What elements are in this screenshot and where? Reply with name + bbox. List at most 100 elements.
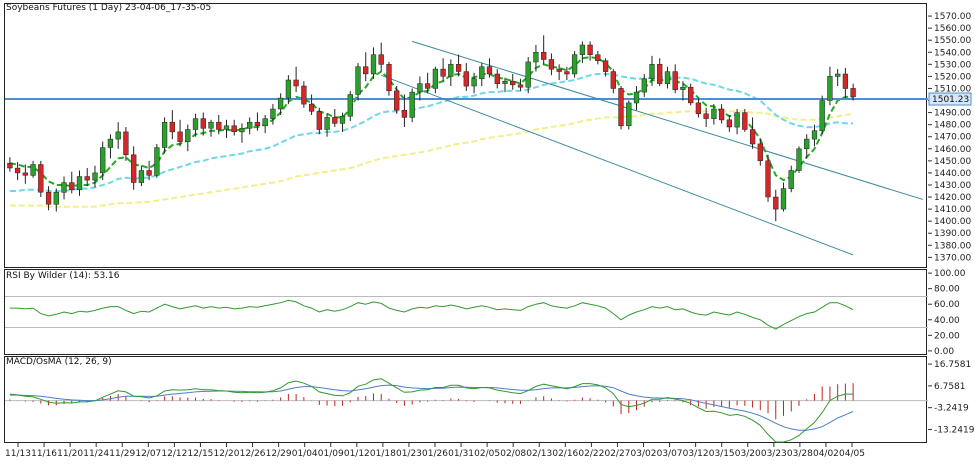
candle-body (192, 118, 199, 130)
candle-body (185, 129, 191, 142)
candle-body (216, 121, 222, 130)
candle-body (45, 191, 52, 205)
candle-body (463, 71, 469, 87)
candle-body (308, 103, 315, 112)
date-tick-label: 04/02 (813, 449, 839, 459)
price-tick-label: 1560.00 (934, 24, 971, 34)
date-tick-label: 01/04 (292, 449, 318, 459)
candle-body (633, 91, 640, 104)
candle-body (200, 118, 206, 129)
candle-body (533, 52, 539, 63)
candle-body (780, 188, 787, 210)
candle-body (30, 164, 36, 176)
candle-body (541, 52, 547, 60)
candle-body (53, 191, 59, 205)
date-tick-label: 12/26 (240, 449, 266, 459)
macd-tick-label: 16.7581 (934, 360, 971, 370)
date-tick-label: 12/07 (135, 449, 161, 459)
candle-body (277, 97, 284, 110)
date-tick-label: 04/05 (839, 449, 865, 459)
candle-body (432, 68, 439, 89)
candle-body (556, 68, 562, 72)
candle-body (835, 73, 841, 77)
candle-body (115, 131, 121, 140)
price-tick-label: 1540.00 (934, 48, 971, 58)
candle-body (262, 118, 268, 127)
current-price-box (928, 92, 972, 106)
macd-tick-label: 6.7581 (934, 382, 966, 392)
price-tick-label: 1430.00 (934, 181, 971, 191)
date-tick-label: 02/16 (552, 449, 578, 459)
price-tick-label: 1570.00 (934, 12, 971, 22)
date-tick-label: 02/22 (578, 449, 604, 459)
candle-body (471, 78, 477, 87)
candle-body (548, 59, 555, 70)
price-tick-label: 1490.00 (934, 109, 971, 119)
candle-body (270, 108, 276, 119)
candle-body (146, 170, 152, 176)
candle-body (69, 182, 75, 191)
candle-body (22, 172, 28, 176)
price-tick-label: 1420.00 (934, 193, 971, 203)
macd-pane (4, 356, 927, 443)
candle-body (657, 64, 663, 84)
candle-body (161, 121, 168, 148)
date-tick-label: 11/16 (31, 449, 57, 459)
candle-body (7, 162, 13, 169)
candle-body (734, 112, 740, 128)
candle-body (842, 73, 849, 89)
candle-body (672, 71, 678, 90)
price-tick-label: 1410.00 (934, 205, 971, 215)
date-tick-label: 12/12 (161, 449, 187, 459)
candle-body (641, 78, 647, 93)
candle-body (510, 80, 516, 86)
price-tick-label: 1440.00 (934, 169, 971, 179)
candle-body (455, 64, 462, 72)
candle-body (293, 79, 299, 87)
candle-body (123, 131, 129, 156)
candle-body (223, 125, 230, 130)
macd-title: MACD/OsMA (12, 26, 9) (6, 357, 112, 367)
candle-body (773, 196, 779, 210)
price-tick-label: 1520.00 (934, 72, 971, 82)
date-tick-label: 01/09 (318, 449, 344, 459)
candle-body (602, 60, 609, 72)
price-pane (4, 3, 927, 268)
candle-body (138, 170, 145, 183)
candle-body (811, 130, 818, 140)
candle-body (711, 108, 717, 119)
candle-body (239, 128, 245, 133)
candle-body (688, 86, 694, 104)
date-tick-label: 12/29 (266, 449, 292, 459)
date-tick-label: 01/23 (396, 449, 422, 459)
ema-short-line (9, 56, 854, 188)
date-tick-label: 01/31 (448, 449, 474, 459)
date-tick-label: 11/20 (57, 449, 83, 459)
candle-body (14, 167, 21, 174)
candle-body (664, 71, 671, 84)
candle-body (703, 113, 709, 119)
candle-body (285, 79, 292, 99)
channel-line (412, 40, 923, 200)
rsi-tick-label: 0.00 (934, 347, 954, 357)
candle-body (479, 66, 485, 80)
candle-body (38, 164, 44, 193)
macd-tick-label: -3.2419 (934, 404, 969, 414)
rsi-tick-label: 40.00 (934, 316, 960, 326)
candle-body (680, 86, 686, 90)
price-tick-label: 1480.00 (934, 121, 971, 131)
price-tick-label: 1530.00 (934, 60, 971, 70)
candle-body (718, 108, 725, 121)
channel-line (381, 74, 854, 256)
candle-body (618, 88, 624, 127)
date-tick-label: 11/29 (109, 449, 135, 459)
candle-body (92, 172, 98, 181)
rsi-tick-label: 100.00 (934, 269, 966, 279)
candle-body (564, 71, 570, 75)
date-tick-label: 03/23 (761, 449, 787, 459)
candle-body (517, 84, 524, 88)
date-tick-label: 03/02 (631, 449, 657, 459)
candle-body (610, 71, 616, 89)
